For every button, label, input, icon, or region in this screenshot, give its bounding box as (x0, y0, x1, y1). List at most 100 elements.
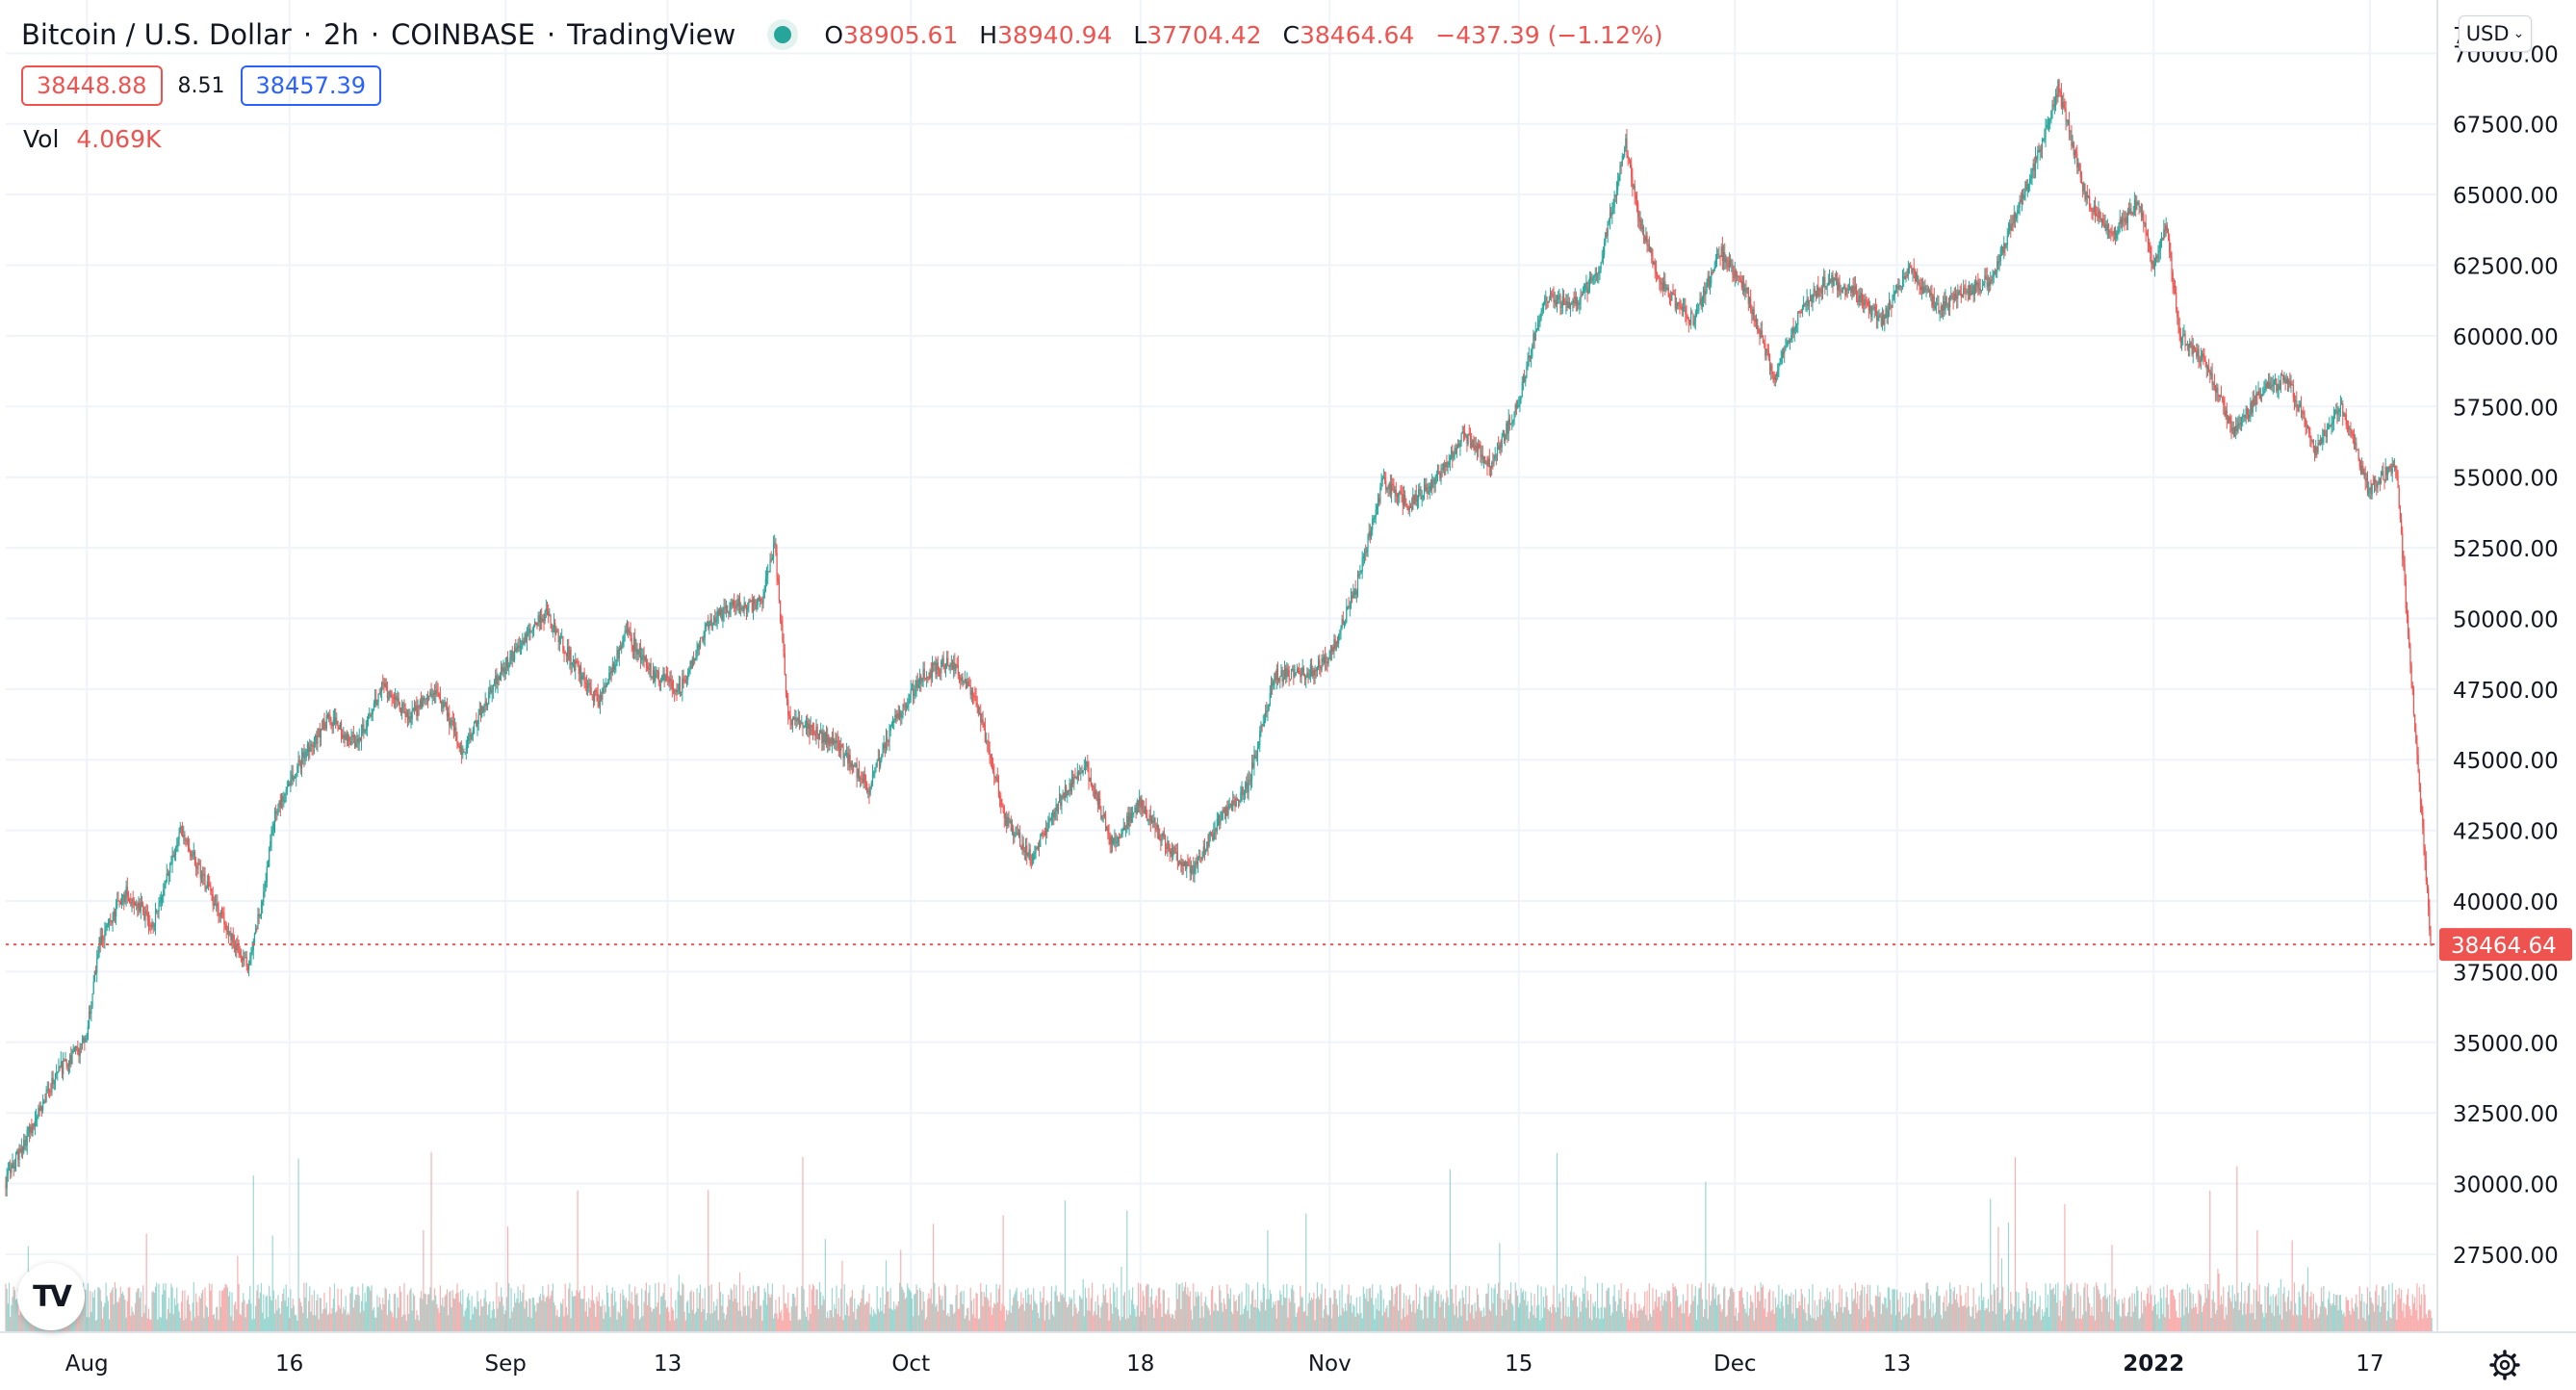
volume-bar (2190, 1292, 2192, 1332)
candle-body (1200, 857, 1202, 860)
candle-body (452, 721, 455, 731)
candle-body (125, 887, 127, 899)
volume-bar (1804, 1297, 1806, 1332)
volume-bar (1144, 1314, 1146, 1332)
volume-bar (2094, 1320, 2097, 1332)
candle-body (1177, 861, 1180, 864)
volume-bar (2100, 1311, 2103, 1332)
volume-bar (515, 1302, 517, 1332)
candle-body (174, 847, 177, 855)
candle-body (539, 617, 542, 623)
volume-bar (2223, 1286, 2225, 1332)
candle-body (732, 600, 734, 605)
volume-bar (2169, 1319, 2171, 1332)
candle-body (31, 1125, 33, 1134)
volume-bar (2411, 1294, 2413, 1332)
volume-bar (2080, 1319, 2083, 1332)
candle-body (422, 697, 424, 708)
volume-bar (1149, 1297, 1151, 1332)
volume-bar (711, 1312, 714, 1332)
candle-body (1498, 446, 1500, 450)
candle-body (1448, 462, 1450, 466)
candle-body (236, 943, 238, 951)
volume-bar (985, 1284, 988, 1332)
volume-bar (409, 1290, 411, 1332)
volume-bar (1064, 1200, 1067, 1332)
volume-bar (319, 1297, 321, 1332)
volume-bar (1930, 1295, 1932, 1332)
volume-bar (1002, 1215, 1004, 1332)
volume-bar (1094, 1311, 1095, 1332)
candle-body (688, 669, 690, 673)
volume-bar (2005, 1314, 2007, 1332)
volume-bar (802, 1156, 804, 1332)
volume-bar (980, 1282, 982, 1332)
candle-body (34, 1120, 37, 1127)
candle-body (1149, 814, 1151, 823)
volume-bar (1883, 1304, 1885, 1332)
volume-bar (2264, 1286, 2266, 1332)
volume-bar (1697, 1304, 1699, 1332)
volume-bar (1595, 1317, 1598, 1332)
volume-bar (868, 1293, 870, 1332)
candle-body (1363, 551, 1366, 556)
candle-body (326, 714, 329, 717)
candle-body (877, 758, 879, 761)
volume-bar (252, 1175, 254, 1332)
candle-body (672, 689, 675, 692)
candle-body (1485, 462, 1487, 464)
candle-body (305, 751, 307, 758)
candle-body (1106, 826, 1108, 831)
candle-body (313, 737, 316, 747)
volume-bar (1387, 1317, 1389, 1332)
candle-body (601, 695, 603, 700)
volume-bar (1947, 1302, 1950, 1332)
volume-bar (624, 1300, 626, 1332)
candle-body (900, 711, 902, 718)
volume-bar (1459, 1298, 1461, 1332)
candle-body (782, 624, 784, 641)
volume-bar (955, 1295, 957, 1332)
volume-bar (801, 1286, 803, 1332)
candle-body (825, 732, 828, 744)
candle-body (1575, 296, 1577, 305)
candle-body (1003, 807, 1005, 819)
volume-bar (1202, 1317, 1204, 1332)
volume-bar (1555, 1312, 1557, 1332)
volume-bar (1879, 1292, 1881, 1332)
volume-bar (393, 1294, 396, 1332)
candle-body (340, 723, 343, 735)
candle-body (20, 1147, 22, 1152)
candle-body (1132, 813, 1134, 815)
candle-body (710, 619, 712, 627)
volume-bar (1743, 1303, 1745, 1332)
volume-bar (1724, 1286, 1726, 1332)
volume-bar (1899, 1292, 1901, 1332)
volume-bar (774, 1313, 776, 1332)
candle-body (1257, 745, 1260, 748)
volume-bar (2121, 1299, 2124, 1332)
candle-body (1493, 458, 1495, 463)
volume-bar (1453, 1302, 1455, 1332)
volume-bar (1294, 1302, 1296, 1332)
candle-body (1388, 482, 1390, 490)
volume-bar (1313, 1292, 1315, 1332)
volume-bar (1055, 1285, 1057, 1332)
volume-bar (1956, 1294, 1958, 1332)
candle-body (270, 835, 272, 842)
volume-bar (1927, 1289, 1930, 1332)
candle-body (741, 607, 743, 609)
volume-bar (1309, 1300, 1311, 1332)
volume-bar (602, 1300, 604, 1332)
candle-body (83, 1038, 85, 1042)
volume-bar (498, 1296, 500, 1332)
volume-bar (1109, 1287, 1111, 1332)
candle-body (1434, 476, 1436, 485)
volume-bar (768, 1294, 770, 1332)
candle-body (193, 852, 194, 855)
volume-bar (1261, 1302, 1263, 1332)
volume-bar (1252, 1289, 1254, 1332)
volume-bar (1784, 1318, 1786, 1332)
candle-body (1160, 839, 1162, 841)
